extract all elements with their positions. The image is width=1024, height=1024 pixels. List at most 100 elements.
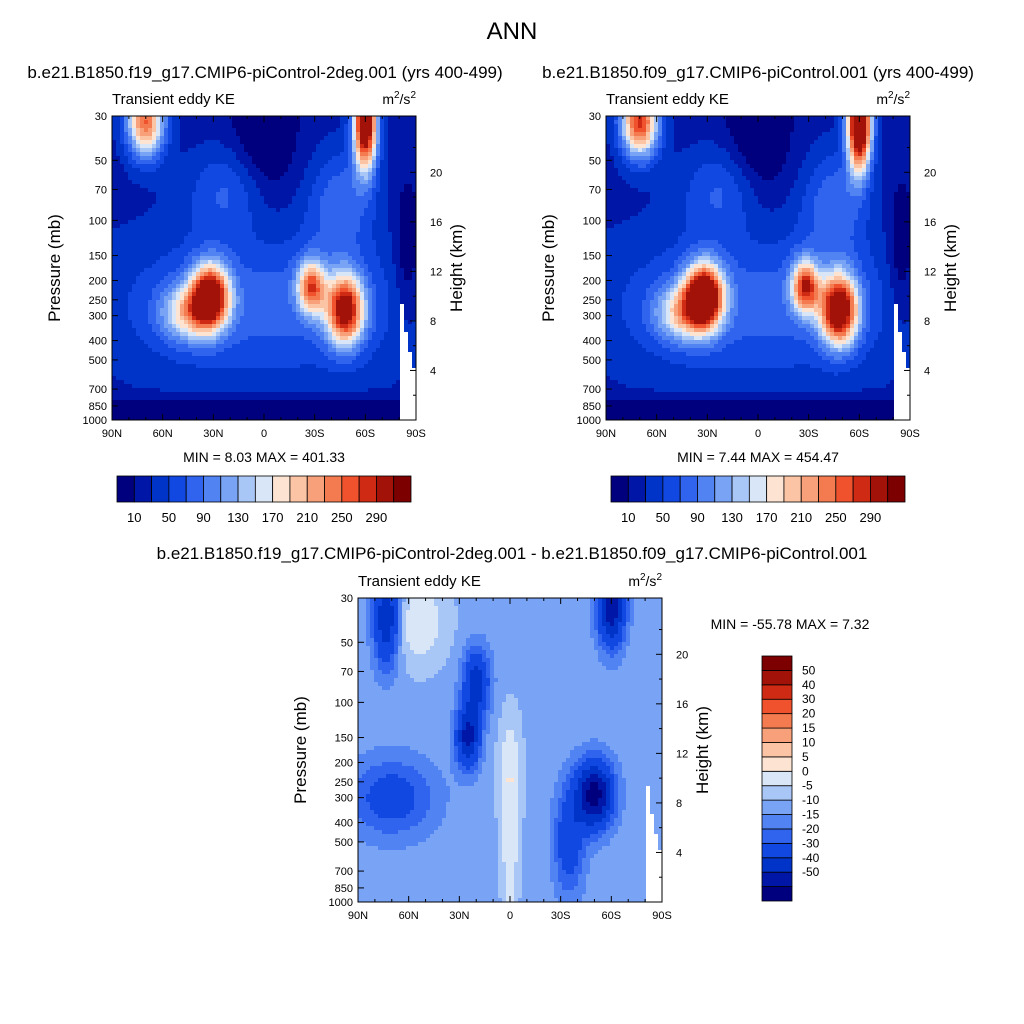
contour-cell	[176, 240, 181, 245]
contour-cell	[280, 308, 285, 313]
contour-cell	[180, 384, 185, 389]
contour-cell	[288, 188, 293, 193]
contour-cell	[332, 304, 337, 309]
contour-cell	[192, 264, 197, 269]
contour-cell	[284, 284, 289, 289]
contour-cell	[320, 164, 325, 169]
contour-cell	[324, 132, 329, 137]
contour-cell	[364, 208, 369, 213]
contour-cell	[128, 364, 133, 369]
contour-cell	[356, 400, 361, 405]
contour-cell	[316, 196, 321, 201]
contour-cell	[164, 380, 169, 385]
contour-cell	[300, 416, 305, 420]
contour-cell	[324, 264, 329, 269]
contour-cell	[312, 244, 317, 249]
contour-cell	[260, 248, 265, 253]
contour-cell	[328, 136, 333, 141]
contour-cell	[340, 400, 345, 405]
contour-cell	[168, 188, 173, 193]
contour-cell	[216, 240, 221, 245]
contour-cell	[360, 272, 365, 277]
contour-cell	[368, 304, 373, 309]
contour-cell	[200, 288, 205, 293]
contour-cell	[308, 140, 313, 145]
contour-cell	[140, 328, 145, 333]
contour-cell	[364, 244, 369, 249]
contour-cell	[328, 176, 333, 181]
contour-cell	[332, 248, 337, 253]
contour-cell	[208, 120, 213, 125]
contour-cell	[112, 352, 117, 357]
contour-cell	[364, 152, 369, 157]
contour-cell	[296, 396, 301, 401]
contour-cell	[188, 140, 193, 145]
contour-cell	[304, 304, 309, 309]
contour-cell	[200, 396, 205, 401]
contour-cell	[136, 348, 141, 353]
contour-cell	[192, 172, 197, 177]
contour-cell	[264, 328, 269, 333]
contour-cell	[348, 224, 353, 229]
contour-cell	[332, 372, 337, 377]
contour-cell	[224, 280, 229, 285]
contour-cell	[296, 236, 301, 241]
contour-cell	[200, 364, 205, 369]
contour-cell	[220, 144, 225, 149]
contour-cell	[304, 336, 309, 341]
contour-cell	[324, 244, 329, 249]
contour-cell	[228, 140, 233, 145]
contour-cell	[256, 400, 261, 405]
contour-cell	[304, 344, 309, 349]
contour-cell	[336, 148, 341, 153]
contour-cell	[248, 324, 253, 329]
contour-cell	[320, 268, 325, 273]
contour-cell	[136, 228, 141, 233]
contour-cell	[232, 240, 237, 245]
contour-cell	[248, 156, 253, 161]
contour-cell	[196, 192, 201, 197]
contour-cell	[272, 400, 277, 405]
contour-cell	[372, 180, 377, 185]
contour-cell	[160, 352, 165, 357]
contour-cell	[300, 172, 305, 177]
contour-cell	[236, 368, 241, 373]
contour-cell	[264, 168, 269, 173]
contour-cell	[236, 356, 241, 361]
contour-cell	[312, 212, 317, 217]
contour-cell	[372, 240, 377, 245]
contour-cell	[324, 284, 329, 289]
contour-cell	[296, 384, 301, 389]
contour-cell	[292, 184, 297, 189]
contour-cell	[368, 200, 373, 205]
contour-cell	[220, 204, 225, 209]
contour-cell	[136, 192, 141, 197]
contour-cell	[288, 120, 293, 125]
contour-cell	[224, 268, 229, 273]
contour-cell	[264, 156, 269, 161]
contour-cell	[328, 360, 333, 365]
contour-cell	[300, 164, 305, 169]
contour-cell	[352, 252, 357, 257]
contour-cell	[172, 124, 177, 129]
contour-cell	[220, 352, 225, 357]
contour-cell	[200, 384, 205, 389]
contour-cell	[184, 116, 189, 121]
contour-cell	[360, 184, 365, 189]
contour-cell	[176, 316, 181, 321]
contour-cell	[232, 404, 237, 409]
contour-cell	[152, 404, 157, 409]
contour-cell	[288, 172, 293, 177]
contour-cell	[152, 120, 157, 125]
contour-cell	[200, 156, 205, 161]
contour-cell	[236, 268, 241, 273]
contour-cell	[252, 276, 257, 281]
contour-cell	[244, 168, 249, 173]
contour-cell	[112, 124, 117, 129]
contour-cell	[212, 328, 217, 333]
contour-cell	[168, 280, 173, 285]
contour-cell	[136, 412, 141, 417]
contour-cell	[152, 204, 157, 209]
contour-cell	[368, 240, 373, 245]
contour-cell	[120, 336, 125, 341]
